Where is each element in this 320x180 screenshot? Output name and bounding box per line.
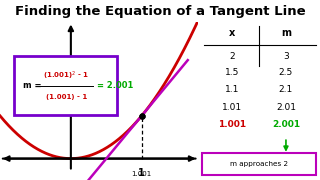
FancyBboxPatch shape <box>14 57 117 115</box>
Text: 1.01: 1.01 <box>222 103 243 112</box>
Text: 1: 1 <box>138 168 145 178</box>
Text: m approaches 2: m approaches 2 <box>230 161 288 167</box>
Text: (1.001) - 1: (1.001) - 1 <box>46 94 87 100</box>
Text: (1.001)$^2$ - 1: (1.001)$^2$ - 1 <box>44 69 90 82</box>
Text: m: m <box>281 28 291 38</box>
Text: 2: 2 <box>230 52 235 61</box>
Text: = 2.001: = 2.001 <box>97 81 133 90</box>
Text: 1.1: 1.1 <box>225 85 240 94</box>
Text: 2.1: 2.1 <box>279 85 293 94</box>
Text: 1.001: 1.001 <box>218 120 246 129</box>
Text: 3: 3 <box>283 52 289 61</box>
FancyBboxPatch shape <box>202 153 316 175</box>
Text: 2.5: 2.5 <box>279 68 293 77</box>
Text: Finding the Equation of a Tangent Line: Finding the Equation of a Tangent Line <box>15 5 305 18</box>
Text: x: x <box>229 28 236 38</box>
Text: 2.01: 2.01 <box>276 103 296 112</box>
Text: m =: m = <box>23 81 44 90</box>
Text: 1.5: 1.5 <box>225 68 240 77</box>
Text: 1.001: 1.001 <box>132 171 152 177</box>
Text: 2.001: 2.001 <box>272 120 300 129</box>
